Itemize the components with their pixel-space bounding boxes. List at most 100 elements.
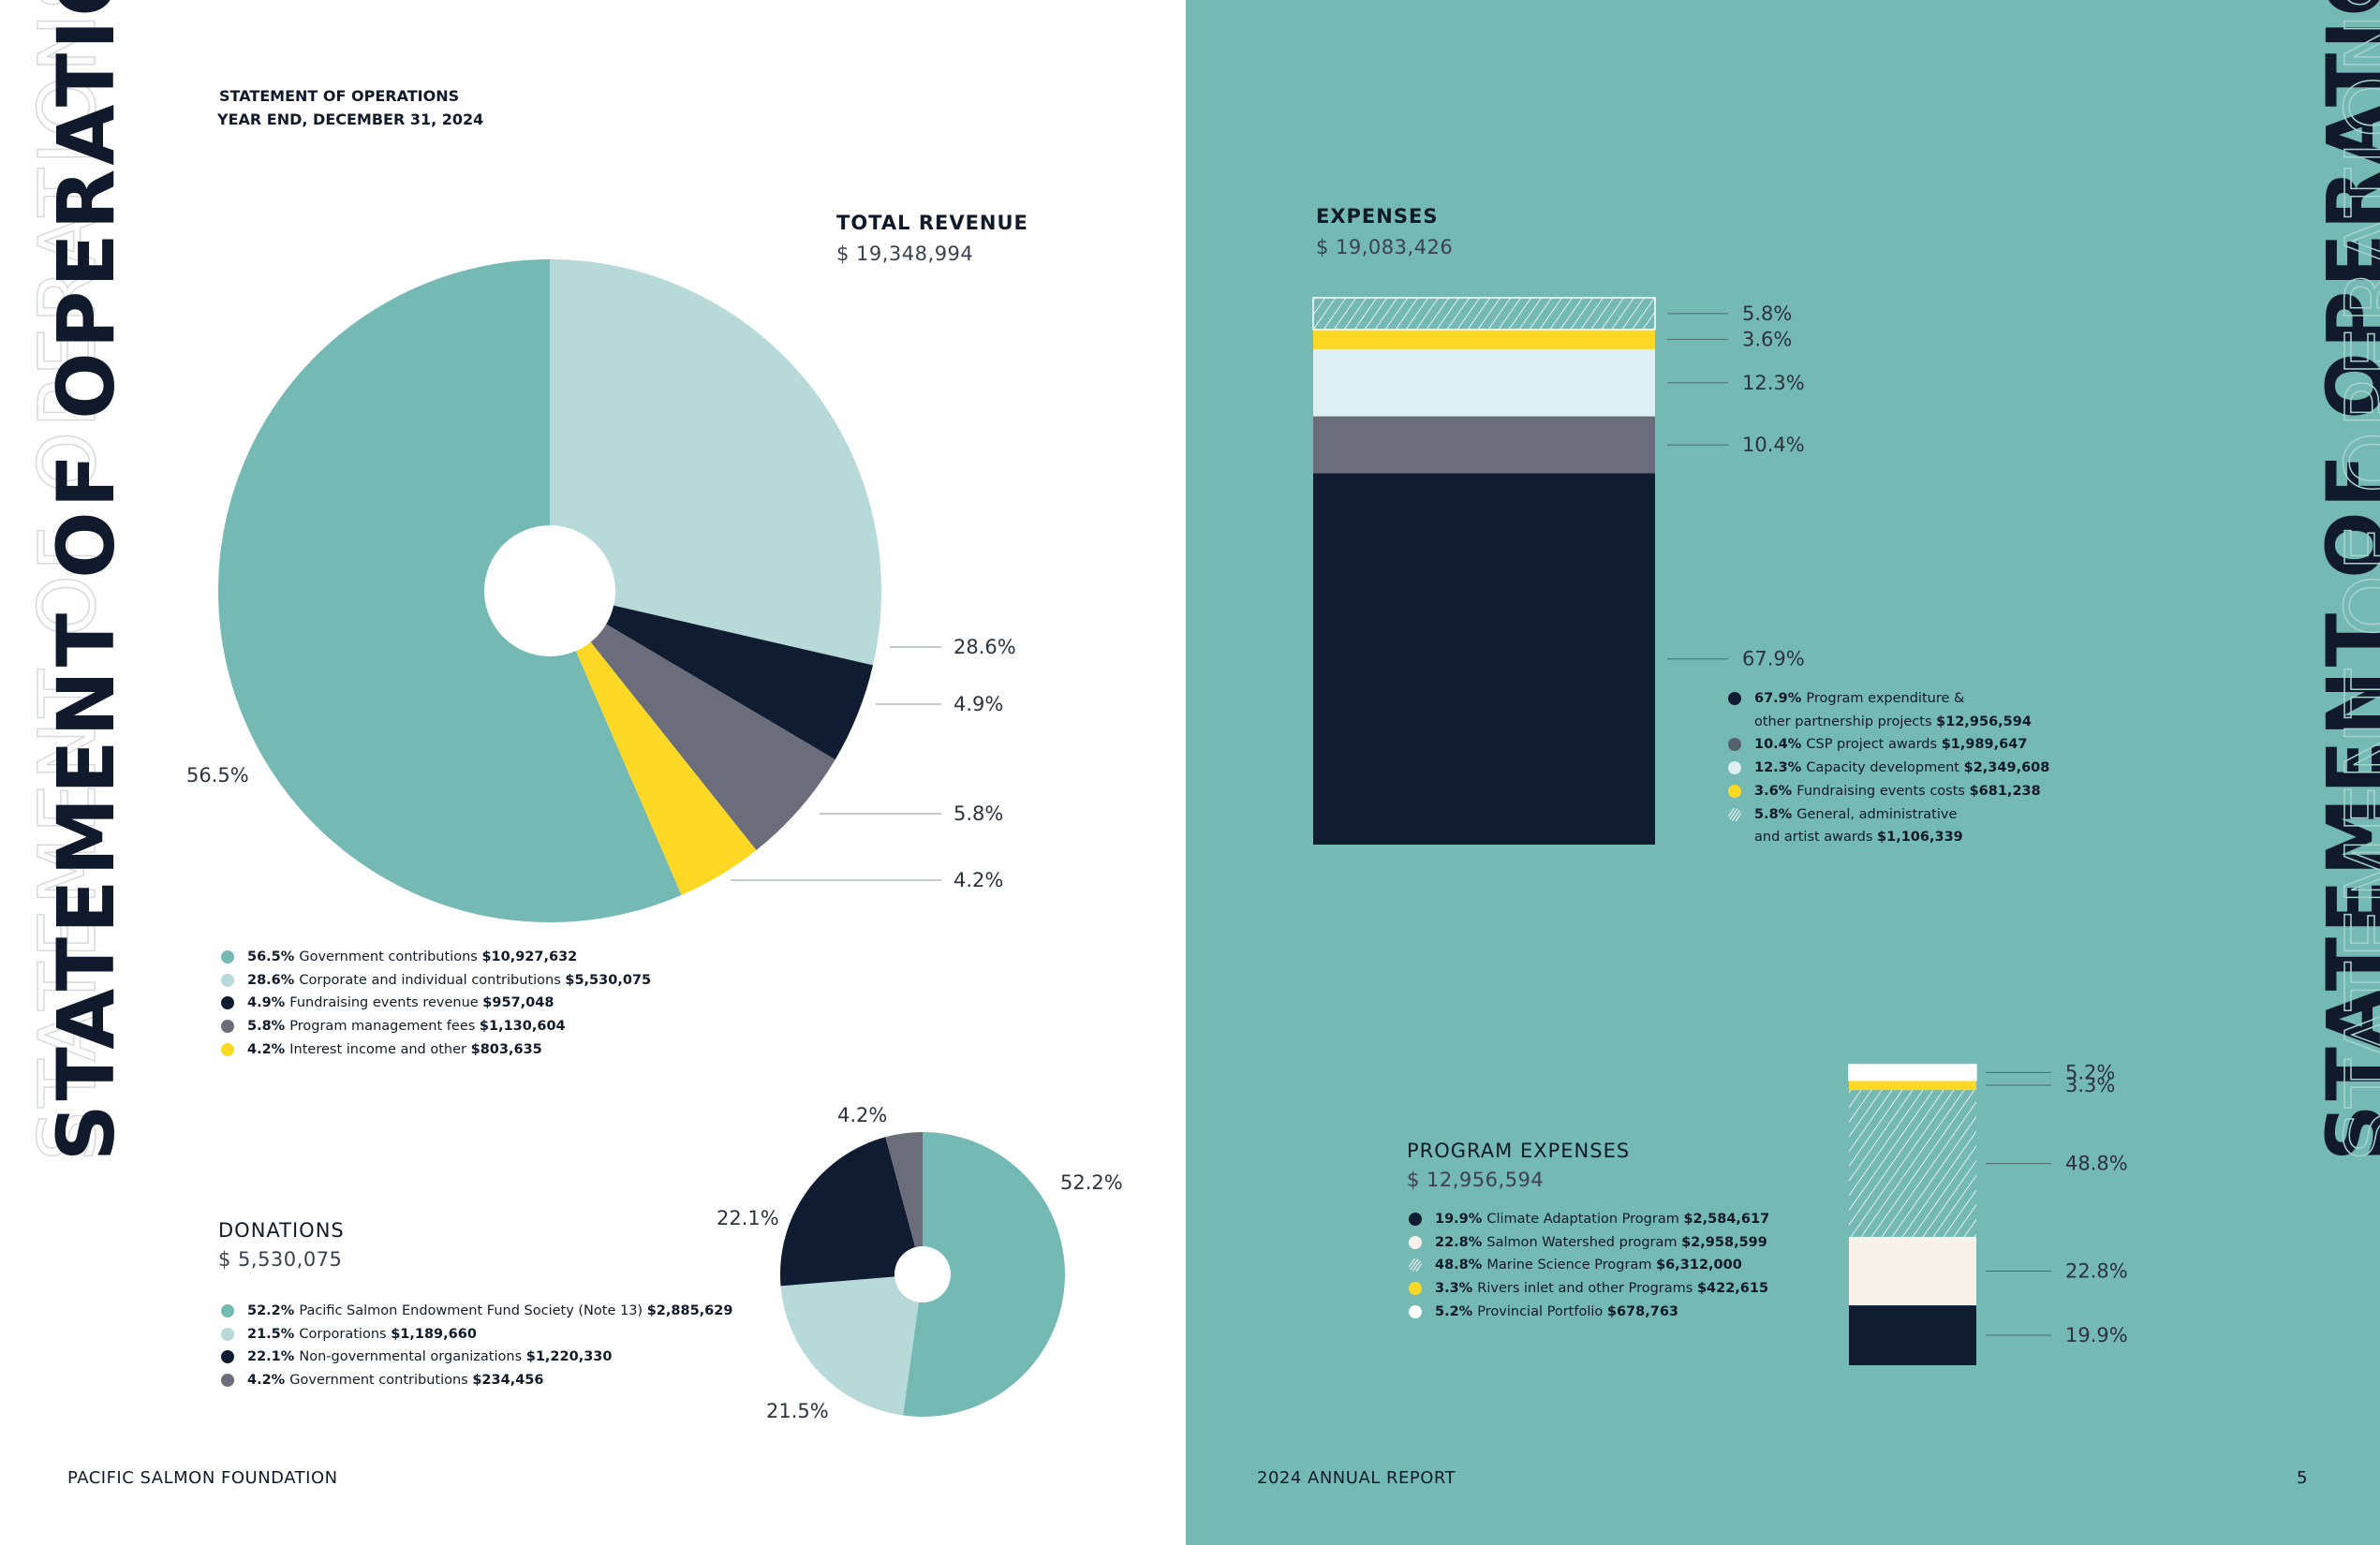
legend-amount: $1,189,660 bbox=[391, 1326, 477, 1342]
expenses-bar-segment-0 bbox=[1313, 298, 1655, 330]
legend-text: 4.2% Interest income and other $803,635 bbox=[247, 1038, 542, 1062]
legend-amount: $10,927,632 bbox=[481, 949, 578, 964]
legend-text: 5.8% General, administrative and artist a… bbox=[1754, 803, 1963, 849]
legend-label: CSP project awards bbox=[1806, 737, 1938, 753]
legend-label-line2: other partnership projects bbox=[1754, 714, 1937, 729]
legend-item: 4.2% Interest income and other $803,635 bbox=[221, 1038, 651, 1062]
donations-pie-center-hole bbox=[894, 1246, 951, 1302]
legend-amount: $6,312,000 bbox=[1656, 1258, 1742, 1273]
legend-label: Marine Science Program bbox=[1486, 1258, 1657, 1273]
legend-label: Corporate and individual contributions bbox=[299, 972, 566, 988]
legend-text: 56.5% Government contributions $10,927,6… bbox=[247, 946, 577, 969]
legend-percent: 4.2% bbox=[247, 1041, 290, 1057]
legend-text: 10.4% CSP project awards $1,989,647 bbox=[1754, 733, 2027, 757]
legend-amount: $681,238 bbox=[1969, 783, 2041, 799]
legend-text: 3.6% Fundraising events costs $681,238 bbox=[1754, 780, 2041, 803]
legend-amount: $5,530,075 bbox=[565, 972, 652, 988]
footer-report-title: 2024 ANNUAL REPORT bbox=[1257, 1468, 1456, 1488]
legend-item: 67.9% Program expenditure & other partner… bbox=[1728, 687, 2049, 733]
donations-pie-label-1: 21.5% bbox=[766, 1400, 829, 1422]
legend-text: 19.9% Climate Adaptation Program $2,584,… bbox=[1435, 1208, 1769, 1231]
legend-item: 3.3% Rivers inlet and other Programs $42… bbox=[1409, 1277, 1769, 1301]
legend-item: 4.9% Fundraising events revenue $957,048 bbox=[221, 992, 651, 1015]
legend-percent: 4.2% bbox=[247, 1373, 290, 1389]
footer-organization: PACIFIC SALMON FOUNDATION bbox=[67, 1468, 338, 1488]
legend-item: 22.8% Salmon Watershed program $2,958,59… bbox=[1409, 1231, 1769, 1255]
legend-amount: $2,584,617 bbox=[1683, 1212, 1770, 1227]
revenue-pie-slice-2 bbox=[550, 591, 873, 760]
legend-swatch bbox=[221, 1020, 234, 1034]
legend-amount: $957,048 bbox=[482, 995, 554, 1011]
legend-text: 4.2% Government contributions $234,456 bbox=[247, 1369, 543, 1392]
legend-swatch bbox=[1728, 692, 1741, 705]
legend-amount: $2,349,608 bbox=[1963, 760, 2050, 776]
legend-percent: 48.8% bbox=[1435, 1258, 1487, 1273]
revenue-pie-label-3: 5.8% bbox=[953, 802, 1003, 825]
legend-percent: 19.9% bbox=[1435, 1212, 1487, 1227]
expenses-bar-label-1: 3.6% bbox=[1742, 328, 1792, 350]
legend-label: Program management fees bbox=[289, 1019, 480, 1035]
expenses-bar-segment-3 bbox=[1313, 416, 1655, 474]
legend-swatch bbox=[1728, 738, 1741, 752]
legend-amount: $1,106,339 bbox=[1877, 830, 1963, 846]
program-expenses-title: PROGRAM EXPENSES bbox=[1407, 1140, 1631, 1162]
page-header-subtitle: YEAR END, DECEMBER 31, 2024 bbox=[217, 110, 484, 128]
legend-label: General, administrative bbox=[1796, 806, 1958, 822]
program-bar-segment-2 bbox=[1849, 1090, 1976, 1237]
donations-pie-slice-2 bbox=[780, 1137, 923, 1287]
legend-item: 19.9% Climate Adaptation Program $2,584,… bbox=[1409, 1208, 1769, 1231]
donations-pie-slice-3 bbox=[885, 1132, 923, 1274]
revenue-pie-center-hole bbox=[484, 525, 615, 656]
revenue-pie-slice-3 bbox=[550, 591, 835, 850]
legend-swatch bbox=[221, 1304, 234, 1317]
revenue-total: $ 19,348,994 bbox=[836, 243, 974, 265]
legend-text: 4.9% Fundraising events revenue $957,048 bbox=[247, 992, 554, 1015]
legend-swatch bbox=[221, 1374, 234, 1388]
expenses-bar-segment-1 bbox=[1313, 329, 1655, 349]
legend-text: 5.8% Program management fees $1,130,604 bbox=[247, 1015, 566, 1038]
legend-percent: 22.8% bbox=[1435, 1234, 1487, 1250]
legend-item: 12.3% Capacity development $2,349,608 bbox=[1728, 757, 2049, 780]
expenses-bar-label-0: 5.8% bbox=[1742, 302, 1792, 325]
legend-percent: 3.3% bbox=[1435, 1281, 1478, 1297]
legend-label: Pacific Salmon Endowment Fund Society (N… bbox=[299, 1303, 647, 1318]
legend-amount: $1,220,330 bbox=[525, 1349, 613, 1365]
program-bar-segment-1 bbox=[1849, 1080, 1976, 1091]
legend-item: 4.2% Government contributions $234,456 bbox=[221, 1369, 732, 1392]
legend-percent: 5.8% bbox=[247, 1019, 290, 1035]
legend-text: 12.3% Capacity development $2,349,608 bbox=[1754, 757, 2049, 780]
legend-amount: $803,635 bbox=[470, 1041, 542, 1057]
legend-text: 28.6% Corporate and individual contribut… bbox=[247, 969, 651, 993]
program-expenses-total: $ 12,956,594 bbox=[1407, 1169, 1545, 1191]
legend-swatch bbox=[1409, 1282, 1422, 1296]
legend-percent: 28.6% bbox=[247, 972, 300, 988]
donations-legend: 52.2% Pacific Salmon Endowment Fund Soci… bbox=[221, 1300, 732, 1392]
legend-percent: 22.1% bbox=[247, 1349, 300, 1365]
expenses-bar-segment-2 bbox=[1313, 348, 1655, 417]
footer-page-number: 5 bbox=[2297, 1468, 2308, 1488]
legend-amount: $678,763 bbox=[1606, 1303, 1678, 1319]
expenses-bar-top-outline bbox=[1312, 297, 1656, 331]
program-bar-label-4: 19.9% bbox=[2065, 1324, 2128, 1346]
legend-percent: 52.2% bbox=[247, 1303, 300, 1318]
revenue-pie-slice-1 bbox=[550, 259, 881, 666]
legend-label: Capacity development bbox=[1806, 760, 1959, 776]
legend-text: 48.8% Marine Science Program $6,312,000 bbox=[1435, 1254, 1742, 1277]
legend-label-line2: and artist awards bbox=[1754, 830, 1878, 846]
legend-swatch bbox=[221, 950, 234, 964]
legend-item: 3.6% Fundraising events costs $681,238 bbox=[1728, 780, 2049, 803]
legend-item: 56.5% Government contributions $10,927,6… bbox=[221, 946, 651, 969]
legend-swatch bbox=[1409, 1213, 1422, 1226]
legend-amount: $1,989,647 bbox=[1941, 737, 2028, 753]
legend-amount: $422,615 bbox=[1696, 1281, 1769, 1297]
program-expenses-legend: 19.9% Climate Adaptation Program $2,584,… bbox=[1409, 1208, 1769, 1324]
legend-percent: 4.9% bbox=[247, 995, 290, 1011]
legend-percent: 5.2% bbox=[1435, 1303, 1478, 1319]
legend-item: 28.6% Corporate and individual contribut… bbox=[221, 969, 651, 993]
legend-text: 3.3% Rivers inlet and other Programs $42… bbox=[1435, 1277, 1768, 1301]
legend-text: 67.9% Program expenditure & other partner… bbox=[1754, 687, 2032, 733]
revenue-pie-label-2: 4.9% bbox=[953, 693, 1003, 715]
legend-percent: 5.8% bbox=[1754, 806, 1797, 822]
legend-percent: 3.6% bbox=[1754, 783, 1797, 799]
